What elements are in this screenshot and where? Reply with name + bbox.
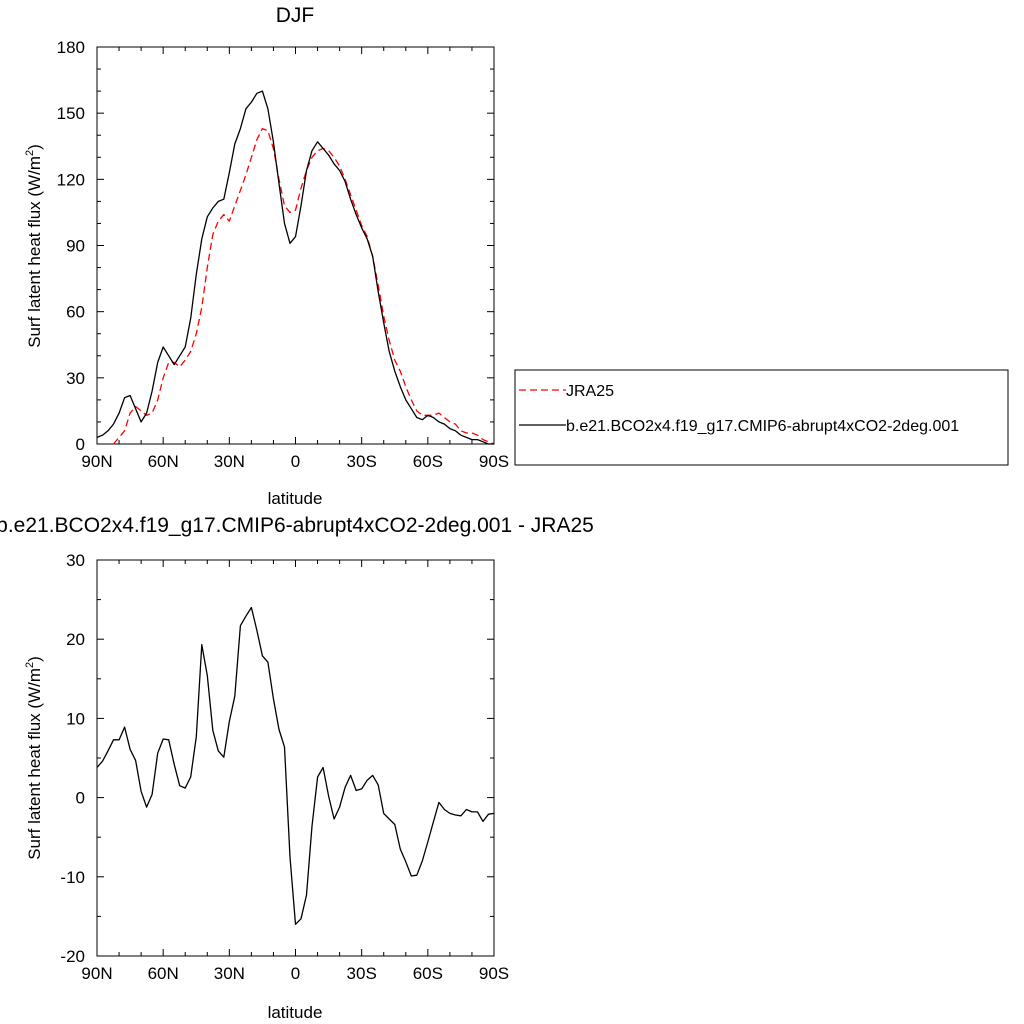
x-tick-label: 60N <box>148 452 179 471</box>
difference-panel: b.e21.BCO2x4.f19_g17.CMIP6-abrupt4xCO2-2… <box>0 514 594 1022</box>
axis-ticks: 90N 60N 30N 0 30S 60S 90S -20 -10 0 10 20 30 <box>60 551 509 983</box>
y-tick-label: 0 <box>76 789 85 808</box>
y-tick-label: 150 <box>57 104 85 123</box>
x-tick-label: 30S <box>347 964 377 983</box>
series-line-jra25 <box>113 127 495 445</box>
x-tick-label: 30N <box>214 452 245 471</box>
series-line-difference <box>96 606 495 925</box>
x-tick-label: 0 <box>291 964 300 983</box>
legend-box <box>514 369 1009 466</box>
x-tick-label: 60N <box>148 964 179 983</box>
plot-frame <box>96 46 495 445</box>
x-tick-label: 90N <box>81 452 112 471</box>
legend-label-model: b.e21.BCO2x4.f19_g17.CMIP6-abrupt4xCO2-2… <box>566 418 959 435</box>
climatology-panel: DJF 90N 60N 30N 0 30S 60S 90S0306090120150180 … <box>24 4 509 508</box>
y-tick-label: -20 <box>60 947 85 966</box>
legend-label-jra25: JRA25 <box>566 383 614 400</box>
y-axis-title: Surf latent heat flux (W/m2) <box>24 144 44 348</box>
y-tick-label: 20 <box>66 630 85 649</box>
x-axis-title: latitude <box>268 489 323 508</box>
y-tick-label: 90 <box>66 237 85 256</box>
y-tick-label: 30 <box>66 551 85 570</box>
x-tick-label: 90S <box>479 452 509 471</box>
y-tick-label: 0 <box>76 435 85 454</box>
y-tick-label: 180 <box>57 38 85 57</box>
series-group <box>96 90 495 445</box>
y-axis-title: Surf latent heat flux (W/m2) <box>24 656 44 860</box>
x-tick-label: 60S <box>413 964 443 983</box>
x-axis-title: latitude <box>268 1003 323 1022</box>
x-tick-label: 30S <box>347 452 377 471</box>
y-tick-label: 60 <box>66 303 85 322</box>
series-group <box>96 606 495 925</box>
y-tick-label: 10 <box>66 709 85 728</box>
y-tick-label: -10 <box>60 868 85 887</box>
legend: JRA25 b.e21.BCO2x4.f19_g17.CMIP6-abrupt4… <box>514 369 1009 466</box>
y-tick-label: 120 <box>57 170 85 189</box>
axis-ticks: 90N 60N 30N 0 30S 60S 90S 0 30 60 90 120 150 180 <box>57 38 510 471</box>
x-tick-label: 90N <box>81 964 112 983</box>
x-tick-label: 60S <box>413 452 443 471</box>
y-tick-label: 30 <box>66 369 85 388</box>
x-tick-label: 30N <box>214 964 245 983</box>
x-tick-label: 90S <box>479 964 509 983</box>
chart-title: DJF <box>276 4 315 27</box>
x-tick-label: 0 <box>291 452 300 471</box>
series-line-model <box>96 90 494 445</box>
chart-title: b.e21.BCO2x4.f19_g17.CMIP6-abrupt4xCO2-2… <box>0 514 594 537</box>
